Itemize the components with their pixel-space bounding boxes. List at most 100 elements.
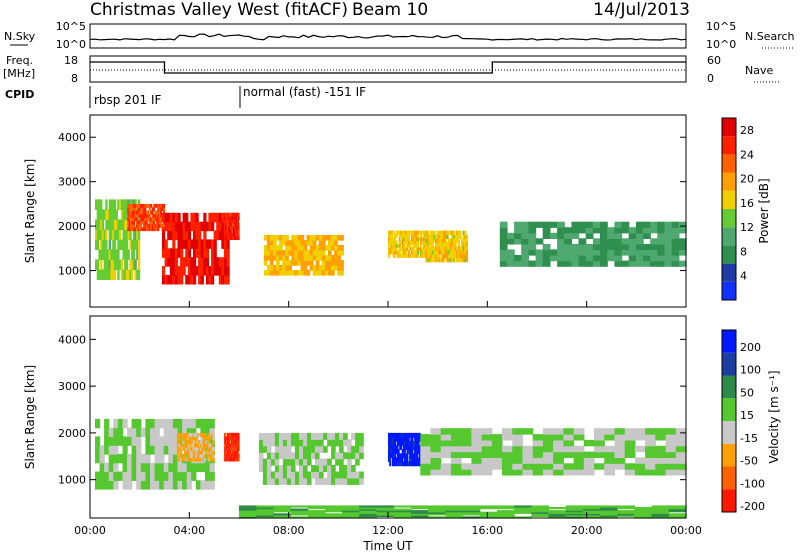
heatmap-cell [406,233,409,238]
heatmap-cell [499,238,508,245]
heatmap-cell [307,507,326,510]
heatmap-cell [428,511,446,514]
heatmap-cell [300,245,305,251]
heatmap-cell [433,250,436,255]
heatmap-cell [184,436,187,441]
colorbar-swatch [722,190,736,209]
heatmap-cell [122,471,128,481]
heatmap-cell [282,265,286,271]
heatmap-cell [203,248,207,258]
heatmap-cell [457,246,460,251]
heatmap-cell [188,453,191,458]
heatmap-cell [238,222,240,227]
heatmap-cell [98,249,101,260]
heatmap-cell [502,457,513,464]
heatmap-cell [185,212,189,223]
heatmap-cell [604,469,615,476]
heatmap-cell [318,265,323,271]
heatmap-cell [512,451,524,458]
heatmap-cell [232,222,234,227]
heatmap-cell [179,457,182,462]
heatmap-cell [401,233,404,238]
heatmap-cell [266,439,272,447]
heatmap-cell [148,220,151,225]
heatmap-cell [426,230,430,236]
heatmap-cell [223,239,228,249]
heatmap-cell [327,465,332,472]
heatmap-cell [430,451,442,458]
heatmap-cell [312,270,317,276]
heatmap-cell [137,210,140,215]
heatmap-cell [405,437,408,442]
heatmap-cell [213,266,217,276]
heatmap-cell [104,418,110,429]
heatmap-cell [321,240,326,246]
heatmap-cell [131,471,137,481]
heatmap-cell [425,253,428,259]
heatmap-cell [624,463,636,470]
heatmap-cell [136,249,139,260]
heatmap-cell [226,248,230,258]
heatmap-cell [401,240,404,245]
heatmap-cell [634,513,653,516]
heatmap-cell [163,480,169,490]
heatmap-cell [112,249,115,260]
heatmap-cell [311,439,316,447]
heatmap-cell [141,213,144,218]
heatmap-cell [531,510,550,513]
heatmap-cell [113,229,117,240]
x-tick-label: 16:00 [471,524,503,537]
heatmap-cell [464,238,467,243]
heatmap-cell [592,255,601,262]
heatmap-cell [263,250,268,256]
heatmap-cell [657,249,666,256]
heatmap-cell [315,458,320,466]
heatmap-cell [412,441,415,446]
heatmap-cell [113,453,119,464]
heatmap-cell [204,453,207,458]
x-tick-label: 12:00 [372,524,404,537]
heatmap-cell [415,449,418,454]
heatmap-cell [393,453,395,459]
heatmap-cell [457,253,460,259]
heatmap-cell [205,462,211,473]
heatmap-cell [557,260,565,267]
heatmap-cell [189,457,192,462]
heatmap-cell [394,237,397,242]
colorbar-swatch [722,172,736,191]
heatmap-cell [481,445,493,453]
heatmap-cell [339,445,344,453]
heatmap-cell [138,223,141,228]
heatmap-cell [398,230,401,235]
heatmap-cell [645,434,656,441]
heatmap-cell [239,505,257,508]
heatmap-cell [430,428,442,435]
heatmap-cell [238,453,240,458]
heatmap-cell [104,445,110,455]
nsearch-right-bottom: 10^0 [706,38,736,51]
heatmap-cell [614,451,626,458]
heatmap-cell [420,250,423,255]
heatmap-cell [182,443,185,448]
heatmap-cell [452,257,456,263]
heatmap-cell [125,239,129,250]
y-tick-label: 4000 [58,131,86,144]
heatmap-cell [300,255,305,261]
heatmap-cell [423,243,426,248]
heatmap-cell [394,453,396,459]
heatmap-cell [160,213,163,218]
heatmap-cell [446,242,449,247]
heatmap-cell [388,240,391,245]
heatmap-cell [634,463,646,470]
heatmap-cell [392,250,395,255]
heatmap-cell [203,230,207,241]
heatmap-cell [461,439,472,447]
heatmap-cell [110,269,113,280]
heatmap-cell [297,255,302,261]
heatmap-cell [198,439,201,444]
heatmap-cell [398,240,401,245]
heatmap-cell [405,432,408,438]
heatmap-cell [278,477,284,485]
heatmap-cell [235,236,237,240]
heatmap-cell [557,238,565,245]
